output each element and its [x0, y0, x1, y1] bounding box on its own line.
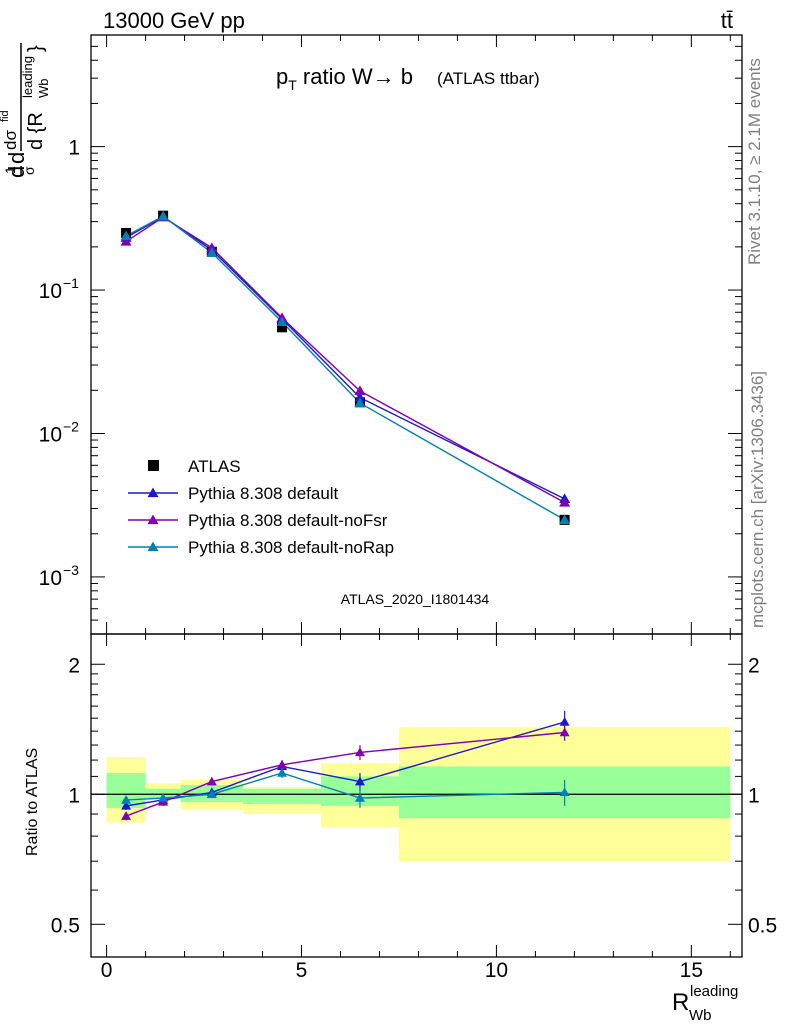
ratio-point: [158, 793, 169, 802]
ratio-frame: [90, 633, 743, 958]
mcplots-label: mcplots.cern.ch [arXiv:1306.3436]: [748, 371, 767, 628]
y-tick-label: 10: [39, 423, 62, 446]
svg-text:σ: σ: [21, 166, 37, 175]
data-point-atlas: [277, 322, 288, 333]
ratio-point: [277, 768, 288, 777]
analysis-watermark: ATLAS_2020_I1801434: [341, 591, 490, 607]
series-point: [157, 210, 169, 221]
ratio-band-inner: [243, 788, 321, 804]
svg-text:d {R: d {R: [25, 112, 47, 150]
ratio-series-layer: [121, 710, 570, 821]
y-tick-exponent: −2: [63, 418, 79, 434]
svg-text:fid: fid: [0, 110, 11, 122]
legend-marker-square: [148, 460, 159, 471]
ratio-y-tick-label: 2: [68, 654, 80, 677]
ratio-point: [206, 789, 217, 799]
x-tick-label: 0: [101, 959, 113, 982]
y-tick-label: 10: [39, 280, 62, 303]
series-point: [120, 230, 132, 241]
legend-marker-triangle: [147, 514, 159, 525]
header-energy: 13000 GeV pp: [103, 8, 245, 33]
ratio-y-tick-label-right: 2: [748, 654, 760, 677]
ratio-y-tick-label: 0.5: [51, 914, 80, 937]
legend: ATLAS Pythia 8.308 default Pythia 8.308 de…: [128, 457, 394, 557]
main-y-label: d 1 σ d dσ fid d {R leading Wb }: [0, 43, 51, 178]
series-point: [120, 236, 132, 246]
ratio-point: [121, 811, 132, 820]
x-tick-label: 15: [680, 959, 703, 982]
ratio-point: [277, 759, 288, 769]
ratio-point: [121, 800, 132, 810]
legend-label: Pythia 8.308 default-noFsr: [188, 511, 388, 530]
ratio-y-label: Ratio to ATLAS: [24, 748, 41, 856]
series-point: [354, 385, 366, 396]
x-tick-label: 10: [485, 959, 508, 982]
ratio-point: [559, 727, 570, 737]
svg-text:(ATLAS ttbar): (ATLAS ttbar): [437, 69, 540, 88]
y-tick-exponent: −3: [63, 562, 79, 578]
series-point: [354, 397, 366, 408]
svg-text:leading: leading: [690, 983, 738, 1000]
x-axis-label: R Wb leading: [672, 983, 738, 1024]
series-point: [206, 247, 218, 257]
series-point: [559, 514, 571, 524]
svg-text:d: d: [4, 152, 29, 164]
ratio-point: [206, 776, 217, 786]
ratio-series-line: [125, 731, 565, 817]
legend-label: ATLAS: [188, 457, 241, 476]
y-tick-label: 10: [39, 567, 62, 590]
ratio-y-tick-label-right: 1: [748, 784, 760, 807]
ratio-point: [559, 787, 570, 797]
svg-text:Wb: Wb: [36, 79, 51, 99]
ratio-point: [559, 717, 570, 726]
ratio-point: [354, 747, 365, 757]
ratio-series-line: [125, 721, 565, 807]
ratio-point: [121, 794, 132, 804]
legend-label: Pythia 8.308 default-noRap: [188, 538, 394, 557]
y-tick-exponent: −1: [63, 275, 79, 291]
svg-text:}: }: [25, 45, 47, 52]
ratio-y-tick-label: 1: [68, 784, 80, 807]
series-line: [125, 215, 565, 521]
svg-text:d: d: [4, 166, 29, 178]
series-point: [206, 242, 218, 252]
ratio-y-tick-label-right: 0.5: [748, 914, 777, 937]
legend-label: Pythia 8.308 default: [188, 484, 339, 503]
svg-text:pT ratio W→ b: pT ratio W→ b: [276, 64, 413, 93]
y-tick-label: 1: [68, 137, 80, 160]
header-process: tt̄: [721, 8, 733, 33]
legend-marker-triangle: [147, 541, 159, 552]
x-tick-label: 5: [296, 959, 308, 982]
svg-text:Wb: Wb: [689, 1007, 712, 1024]
main-title: pT ratio W→ b (ATLAS ttbar): [276, 64, 540, 93]
series-point: [354, 392, 366, 402]
svg-text:R: R: [672, 989, 689, 1016]
svg-text:leading: leading: [20, 56, 35, 98]
svg-text:dσ: dσ: [1, 130, 20, 150]
svg-text:1: 1: [2, 166, 18, 174]
series-point: [559, 497, 571, 507]
series-point: [276, 316, 288, 326]
ratio-point: [354, 776, 365, 786]
ratio-series-line: [126, 772, 565, 801]
legend-marker-triangle: [147, 487, 159, 498]
main-series-layer: [120, 210, 571, 525]
series-line: [125, 216, 565, 504]
ratio-point: [354, 793, 365, 802]
rivet-label: Rivet 3.1.10, ≥ 2.1M events: [745, 58, 764, 265]
